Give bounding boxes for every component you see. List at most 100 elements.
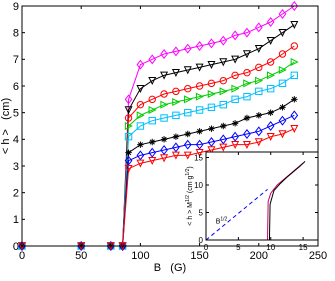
marker — [243, 79, 252, 88]
marker — [242, 50, 251, 59]
marker — [136, 111, 145, 120]
ylabel-part: (cm g — [187, 175, 194, 195]
y-tick-label: 0 — [13, 241, 19, 253]
marker — [148, 76, 157, 85]
marker — [207, 137, 216, 147]
marker — [207, 146, 216, 155]
marker — [195, 82, 204, 90]
marker — [183, 139, 192, 150]
x-tick-label: 0 — [19, 250, 25, 262]
marker — [231, 71, 239, 80]
marker — [124, 132, 133, 141]
marker — [148, 147, 157, 158]
marker — [278, 115, 287, 126]
marker — [195, 92, 204, 101]
marker — [231, 131, 239, 142]
marker — [148, 105, 157, 115]
marker — [231, 30, 239, 41]
marker — [184, 130, 191, 138]
marker — [231, 84, 240, 93]
marker — [231, 120, 239, 127]
y-tick-label: 3 — [13, 161, 19, 173]
marker — [136, 150, 145, 161]
marker — [266, 58, 275, 66]
x-axis-label: B (G) — [154, 262, 186, 274]
marker — [291, 96, 298, 103]
marker — [219, 58, 228, 67]
marker — [290, 57, 299, 67]
marker — [266, 121, 275, 131]
y-tick-label: 4 — [13, 134, 19, 146]
annotation-part: B — [216, 219, 221, 226]
x-tick-label: 200 — [250, 250, 268, 262]
marker — [255, 112, 262, 119]
marker — [160, 49, 168, 59]
marker — [266, 71, 275, 80]
marker — [243, 27, 251, 38]
marker — [231, 55, 240, 64]
ylabel: < h > M1/2 (cm g1/2) — [185, 166, 194, 225]
marker — [136, 100, 145, 109]
marker — [136, 59, 145, 70]
marker — [183, 151, 192, 160]
y-tick-label: 7 — [13, 54, 19, 66]
marker — [266, 36, 275, 45]
marker — [160, 71, 169, 80]
marker — [136, 122, 145, 130]
y-tick-label: 2 — [13, 188, 19, 200]
marker — [266, 17, 275, 27]
y-tick-label: 5 — [13, 108, 19, 120]
marker — [242, 140, 251, 149]
marker — [172, 97, 181, 107]
marker — [255, 87, 263, 96]
marker — [278, 28, 287, 37]
marker — [207, 103, 216, 112]
marker — [207, 79, 216, 88]
marker — [184, 84, 192, 93]
marker — [290, 71, 299, 80]
marker — [172, 133, 180, 140]
marker — [207, 89, 216, 99]
marker — [196, 128, 203, 135]
y-tick-label: 10 — [194, 181, 203, 190]
marker — [124, 164, 133, 173]
y-tick-label: 6 — [13, 81, 19, 93]
marker — [148, 116, 156, 125]
x-tick-label: 0 — [204, 243, 209, 252]
marker — [243, 129, 251, 139]
marker — [219, 100, 227, 109]
marker — [279, 104, 286, 111]
marker — [148, 95, 156, 104]
y-tick-label: 1 — [13, 214, 19, 226]
y-tick-label: 15 — [194, 153, 203, 162]
y-tick-label: 0 — [199, 236, 204, 245]
marker — [171, 68, 180, 77]
marker — [172, 46, 180, 57]
marker — [254, 22, 263, 33]
marker — [160, 100, 169, 109]
annotation-part: 1/2 — [220, 217, 227, 223]
marker — [207, 60, 216, 69]
marker — [254, 126, 263, 137]
x-tick-label: 100 — [131, 250, 149, 262]
marker — [278, 9, 287, 19]
marker — [195, 41, 204, 51]
marker — [183, 43, 192, 54]
marker — [148, 156, 157, 165]
marker — [160, 145, 168, 155]
marker — [254, 138, 263, 147]
marker — [183, 66, 192, 75]
marker — [278, 65, 287, 75]
y-tick-label: 9 — [13, 1, 19, 13]
marker — [290, 110, 299, 121]
x-tick-label: 10 — [266, 243, 275, 252]
marker — [160, 90, 168, 98]
marker — [195, 106, 204, 114]
marker — [195, 139, 204, 150]
marker — [278, 79, 287, 88]
marker — [124, 114, 133, 122]
marker — [290, 124, 299, 133]
marker — [243, 92, 251, 101]
marker — [124, 94, 133, 105]
